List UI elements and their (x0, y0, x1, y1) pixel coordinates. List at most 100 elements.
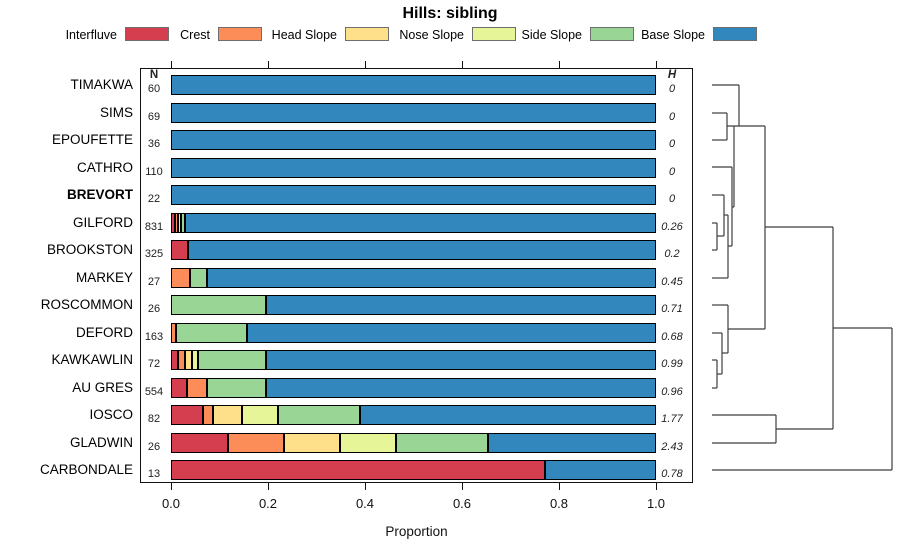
bar-segment-side-slope (206, 377, 267, 398)
axis-tick-label: 0.2 (258, 496, 278, 511)
bar-segment-base-slope (544, 460, 656, 480)
row-label-deford: DEFORD (76, 324, 133, 340)
legend-swatch-nose-slope (472, 27, 516, 41)
bar-segment-base-slope (266, 377, 656, 398)
n-value: 72 (147, 358, 161, 370)
stacked-bar (171, 377, 656, 398)
bar-segment-crest (228, 432, 284, 453)
bar-segment-base-slope (171, 102, 656, 123)
h-value: 0.96 (661, 385, 683, 398)
axis-tick-top (559, 61, 560, 68)
stacked-bar (171, 432, 656, 453)
bar-segment-side-slope (396, 432, 489, 453)
axis-tick-label: 0.6 (452, 496, 472, 511)
legend-label: Interfluve (65, 28, 117, 42)
axis-tick-top (656, 61, 657, 68)
h-value: 0.78 (661, 468, 683, 480)
bar-segment-interfluve (171, 240, 188, 260)
bar-segment-side-slope (197, 350, 267, 370)
axis-tick-bottom (268, 483, 269, 490)
h-value: 2.43 (661, 440, 683, 453)
bar-segment-side-slope (171, 295, 267, 315)
bar-segment-side-slope (190, 267, 208, 288)
legend-label: Crest (180, 28, 210, 42)
axis-tick-bottom (656, 483, 657, 490)
n-value: 26 (147, 440, 161, 453)
h-value: 0.68 (661, 330, 683, 343)
x-axis-title: Proportion (385, 524, 448, 539)
n-value: 13 (147, 468, 161, 480)
bar-segment-interfluve (171, 432, 229, 453)
n-value: 110 (145, 165, 163, 178)
row-label-timakwa: TIMAKWA (70, 77, 134, 92)
bar-segment-interfluve (171, 377, 187, 398)
n-column-header: N (149, 69, 159, 81)
bar-segment-base-slope (171, 157, 656, 178)
bar-segment-base-slope (360, 405, 656, 425)
legend-label: Head Slope (271, 28, 337, 42)
bar-segment-base-slope (171, 185, 656, 205)
plot-panel-border (140, 68, 693, 483)
stacked-bar (171, 130, 656, 150)
stacked-bar (171, 460, 656, 480)
legend-swatch-head-slope (345, 27, 389, 41)
axis-tick-label: 0.8 (549, 496, 569, 511)
row-label-iosco: IOSCO (89, 407, 133, 422)
h-value: 0.71 (661, 303, 683, 315)
axis-tick-top (365, 61, 366, 68)
h-column-header: H (667, 69, 677, 81)
bar-segment-nose-slope (241, 405, 279, 425)
row-label-brookston: BROOKSTON (46, 242, 133, 257)
bar-segment-base-slope (171, 130, 656, 150)
stacked-bar (171, 102, 656, 123)
row-label-au-gres: AU GRES (72, 379, 133, 395)
stacked-bar (171, 267, 656, 288)
legend-swatch-interfluve (125, 27, 169, 41)
axis-tick-label: 0.0 (161, 496, 181, 511)
n-value: 60 (147, 83, 161, 95)
row-label-gilford: GILFORD (72, 214, 133, 230)
n-value: 69 (147, 110, 161, 123)
bar-segment-crest (171, 267, 191, 288)
h-value: 0 (668, 165, 676, 178)
bar-segment-base-slope (266, 295, 656, 315)
stacked-bar (171, 212, 656, 233)
row-label-markey: MARKEY (75, 269, 133, 285)
bar-segment-crest (171, 322, 176, 343)
bar-segment-side-slope (175, 322, 248, 343)
legend-label: Base Slope (641, 28, 705, 42)
stacked-bar (171, 75, 656, 95)
bar-segment-crest (174, 212, 179, 233)
bar-segment-head-slope (213, 405, 242, 425)
axis-tick-bottom (559, 483, 560, 490)
stacked-bar (171, 350, 656, 370)
bar-segment-head-slope (178, 212, 182, 233)
stacked-bar (171, 295, 656, 315)
n-value: 27 (147, 275, 161, 288)
n-value: 26 (147, 303, 161, 315)
h-value: 0 (668, 193, 676, 205)
h-value: 0 (668, 83, 676, 95)
bar-segment-head-slope (283, 432, 340, 453)
legend-swatch-side-slope (590, 27, 634, 41)
bar-segment-nose-slope (191, 350, 198, 370)
bar-segment-crest (202, 405, 214, 425)
axis-tick-bottom (171, 483, 172, 490)
chart-title: Hills: sibling (402, 5, 498, 22)
bar-segment-base-slope (247, 322, 656, 343)
row-label-gladwin: GLADWIN (69, 434, 133, 450)
stacked-bar (171, 240, 656, 260)
stacked-bar (171, 322, 656, 343)
axis-tick-top (462, 61, 463, 68)
bar-segment-base-slope (187, 240, 656, 260)
legend-label: Nose Slope (399, 28, 464, 42)
row-label-sims: SIMS (99, 104, 133, 120)
bar-segment-side-slope (181, 212, 186, 233)
stacked-bar (171, 157, 656, 178)
bar-segment-interfluve (171, 212, 175, 233)
bar-segment-crest (186, 377, 207, 398)
axis-tick-label: 0.4 (355, 496, 375, 511)
bar-segment-base-slope (207, 267, 656, 288)
